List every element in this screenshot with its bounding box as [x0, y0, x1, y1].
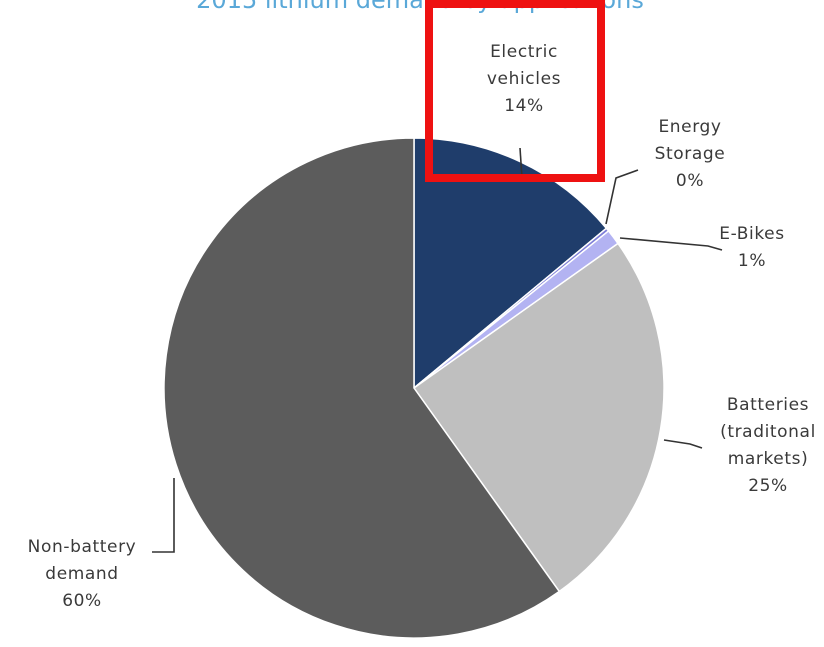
pie-slices	[163, 137, 665, 639]
slice-label-electric-vehicles: vehicles	[487, 69, 561, 89]
leader-line-energy-storage	[605, 169, 639, 225]
leader-line-e-bikes	[619, 237, 723, 251]
slice-label-non-battery-demand: demand	[45, 564, 118, 584]
leader-line-batteries	[663, 439, 703, 449]
highlight-box	[425, 0, 605, 182]
slice-label-batteries-traditonal-markets: Batteries	[727, 395, 809, 415]
slice-label-e-bikes: E-Bikes	[719, 224, 784, 244]
slice-non-battery-demand	[163, 137, 561, 639]
leader-line-electric-vehicles	[519, 147, 523, 179]
slice-label-energy-storage: Storage	[655, 144, 726, 164]
data-label-e-bikes: 1%	[738, 251, 766, 271]
leader-line-non-battery	[152, 478, 175, 553]
slice-label-non-battery-demand: Non-battery	[28, 537, 137, 557]
data-label-non-battery-demand: 60%	[62, 591, 102, 611]
leader-lines	[152, 147, 723, 553]
data-label-electric-vehicles: 14%	[504, 96, 544, 116]
slice-label-batteries-traditonal-markets: markets)	[728, 449, 809, 469]
slice-label-electric-vehicles: Electric	[490, 42, 558, 62]
slice-labels: Electric vehicles 14% Energy Storage 0% E-Bike…	[28, 42, 816, 611]
slice-batteries-traditonal-markets	[412, 242, 665, 593]
slice-label-batteries-traditonal-markets: (traditonal	[720, 422, 816, 442]
slice-label-energy-storage: Energy	[658, 117, 721, 137]
data-label-batteries-traditonal-markets: 25%	[748, 476, 788, 496]
data-label-energy-storage: 0%	[676, 171, 704, 191]
